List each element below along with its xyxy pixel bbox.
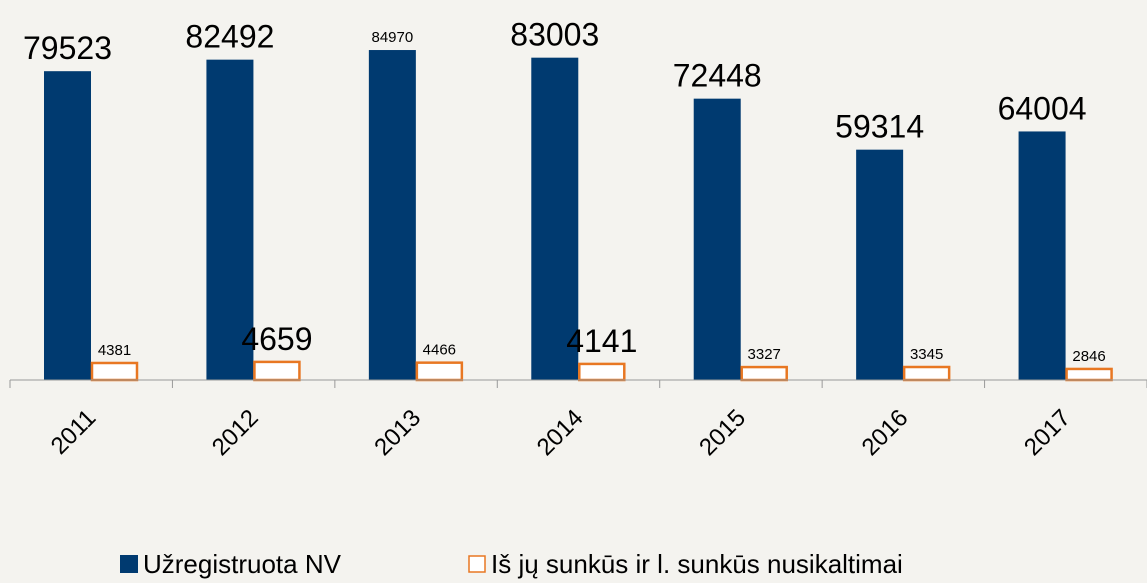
bar xyxy=(902,365,951,382)
legend-swatch xyxy=(120,555,138,573)
data-label: 4381 xyxy=(98,342,131,359)
bar xyxy=(1018,131,1066,380)
data-label: 64004 xyxy=(998,90,1087,126)
data-label: 3345 xyxy=(910,346,943,363)
bar xyxy=(415,361,464,382)
x-tick-label: 2017 xyxy=(1019,404,1076,461)
x-tick-label: 2015 xyxy=(694,404,751,461)
data-label: 84970 xyxy=(371,29,413,46)
bar xyxy=(253,360,301,382)
x-tick-label: 2013 xyxy=(369,404,426,461)
data-label: 4659 xyxy=(241,321,312,357)
data-label: 4466 xyxy=(423,342,456,359)
data-label: 82492 xyxy=(185,19,274,55)
bar xyxy=(740,365,788,382)
data-label: 72448 xyxy=(673,58,762,94)
x-tick-label: 2014 xyxy=(532,404,589,461)
data-label: 83003 xyxy=(510,17,599,53)
x-tick-label: 2016 xyxy=(857,404,914,461)
data-label: 2846 xyxy=(1072,348,1105,365)
bar xyxy=(531,57,579,380)
bar xyxy=(856,149,904,380)
bar xyxy=(693,98,741,380)
bar xyxy=(578,362,626,382)
bar xyxy=(368,50,416,380)
bar xyxy=(1065,367,1113,382)
x-tick-label: 2012 xyxy=(207,404,264,461)
legend-swatch xyxy=(468,555,486,573)
data-label: 79523 xyxy=(23,30,112,66)
x-tick-label: 2011 xyxy=(46,404,102,460)
data-label: 59314 xyxy=(835,109,924,145)
bar xyxy=(44,71,91,381)
bar xyxy=(206,59,254,380)
legend-label: Iš jų sunkūs ir l. sunkūs nusikaltimai xyxy=(491,549,903,579)
legend-label: Užregistruota NV xyxy=(143,549,342,579)
data-label: 4141 xyxy=(566,323,637,359)
data-label: 3327 xyxy=(748,346,781,363)
bar xyxy=(90,361,139,382)
